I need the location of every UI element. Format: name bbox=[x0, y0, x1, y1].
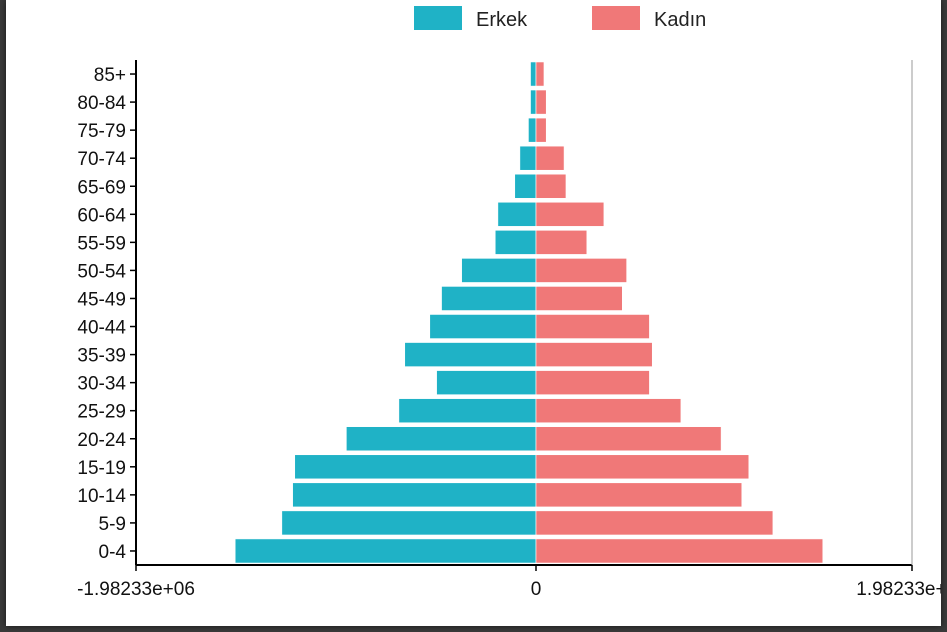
bar-kadin-15-19 bbox=[535, 454, 750, 480]
bar-erkek-5-9 bbox=[281, 510, 537, 536]
y-tick-label: 55-59 bbox=[77, 233, 126, 254]
bar-kadin-50-54 bbox=[535, 258, 627, 283]
bar-kadin-25-29 bbox=[535, 398, 682, 424]
y-tick-label: 60-64 bbox=[77, 205, 126, 226]
y-tick-label: 35-39 bbox=[77, 346, 126, 367]
bar-erkek-65-69 bbox=[514, 173, 537, 199]
bar-kadin-40-44 bbox=[535, 314, 650, 339]
y-tick-label: 20-24 bbox=[77, 430, 126, 451]
bar-erkek-35-39 bbox=[404, 342, 537, 367]
y-tick-label: 50-54 bbox=[77, 261, 126, 282]
bar-kadin-85+ bbox=[535, 61, 545, 87]
y-tick-label: 30-34 bbox=[77, 374, 126, 395]
x-tick-label: -1.98233e+06 bbox=[77, 579, 195, 600]
legend-swatch-kadin bbox=[592, 6, 640, 30]
bar-kadin-45-49 bbox=[535, 286, 623, 311]
y-tick-label: 80-84 bbox=[77, 93, 126, 114]
y-tick-label: 40-44 bbox=[77, 318, 126, 339]
y-tick-label: 0-4 bbox=[99, 542, 127, 563]
chart-frame: 0-4 5-9 10-14 15-19 20-24 25-29 30-34 35-39 40-4… bbox=[6, 0, 941, 626]
x-tick-label: 1.98233e+06 bbox=[856, 579, 941, 600]
bar-erkek-10-14 bbox=[292, 482, 537, 508]
bar-kadin-35-39 bbox=[535, 342, 653, 367]
bar-erkek-40-44 bbox=[429, 314, 537, 339]
y-tick-label: 75-79 bbox=[77, 121, 126, 142]
bar-erkek-20-24 bbox=[346, 426, 537, 452]
bar-kadin-20-24 bbox=[535, 426, 722, 452]
y-tick-label: 25-29 bbox=[77, 402, 126, 423]
bar-erkek-0-4 bbox=[234, 538, 537, 564]
y-tick-label: 85+ bbox=[94, 65, 126, 86]
bar-kadin-30-34 bbox=[535, 370, 650, 396]
bar-erkek-25-29 bbox=[398, 398, 537, 424]
bar-erkek-55-59 bbox=[494, 229, 537, 255]
bar-erkek-75-79 bbox=[528, 117, 537, 143]
bar-kadin-0-4 bbox=[535, 538, 824, 564]
bar-kadin-60-64 bbox=[535, 201, 605, 227]
bar-kadin-75-79 bbox=[535, 117, 547, 143]
y-tick-label: 15-19 bbox=[77, 458, 126, 479]
bar-erkek-45-49 bbox=[441, 286, 537, 311]
bar-erkek-80-84 bbox=[530, 89, 537, 115]
bar-kadin-70-74 bbox=[535, 145, 565, 171]
bar-erkek-85+ bbox=[530, 61, 537, 87]
y-tick-label: 45-49 bbox=[77, 289, 126, 310]
y-tick-label: 5-9 bbox=[99, 514, 126, 535]
bar-kadin-5-9 bbox=[535, 510, 774, 536]
legend-label-erkek: Erkek bbox=[476, 9, 528, 31]
bar-kadin-55-59 bbox=[535, 229, 588, 255]
population-pyramid-chart: 0-4 5-9 10-14 15-19 20-24 25-29 30-34 35-39 40-4… bbox=[77, 6, 941, 600]
legend-swatch-erkek bbox=[414, 6, 462, 30]
y-tick-label: 10-14 bbox=[77, 486, 126, 507]
y-tick-label: 70-74 bbox=[77, 149, 126, 170]
bar-kadin-65-69 bbox=[535, 173, 567, 199]
bar-erkek-50-54 bbox=[461, 258, 537, 283]
legend-label-kadin: Kadın bbox=[654, 9, 706, 31]
bar-erkek-60-64 bbox=[497, 201, 537, 227]
bar-erkek-15-19 bbox=[294, 454, 537, 480]
x-tick-label: 0 bbox=[531, 579, 542, 600]
bar-erkek-70-74 bbox=[519, 145, 537, 171]
bar-kadin-10-14 bbox=[535, 482, 743, 508]
bar-kadin-80-84 bbox=[535, 89, 547, 115]
y-tick-label: 65-69 bbox=[77, 177, 126, 198]
bar-erkek-30-34 bbox=[436, 370, 537, 396]
